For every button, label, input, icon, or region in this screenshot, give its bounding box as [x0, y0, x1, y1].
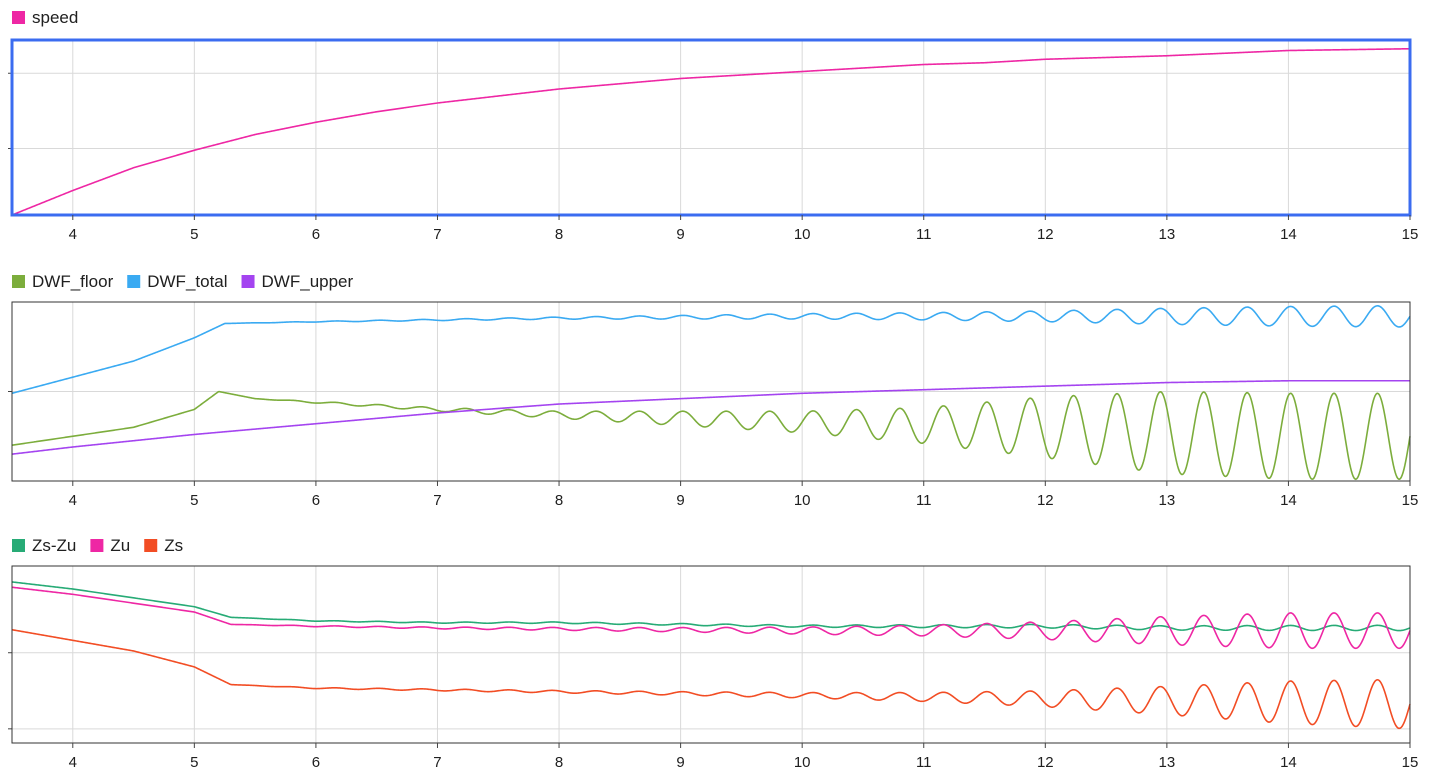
x-tick-label: 8	[555, 226, 563, 243]
x-tick-label: 8	[555, 754, 563, 771]
x-tick-label: 5	[190, 754, 198, 771]
x-tick-label: 10	[794, 754, 811, 771]
x-tick-label: 7	[433, 492, 441, 509]
plot-frame	[11, 301, 1411, 482]
x-tick-label: 10	[794, 226, 811, 243]
x-tick-label: 11	[916, 492, 932, 509]
legend-swatch	[127, 275, 141, 288]
x-tick-label: 8	[555, 492, 563, 509]
chart-panel-3: 4 5 6 7 8 9 10 11 12 13 14 15 Zs-Zu Zu Zs	[8, 536, 1418, 771]
series-line-dwf-floor	[11, 390, 1411, 481]
series-line-dwf-total	[11, 305, 1411, 395]
x-tick-label: 4	[69, 754, 77, 771]
x-tick-label: 13	[1159, 226, 1176, 243]
legend-entry: speed	[32, 8, 78, 27]
x-tick-label: 6	[312, 492, 320, 509]
x-tick-label: 10	[794, 492, 811, 509]
x-tick-label: 6	[312, 226, 320, 243]
x-tick-label: 4	[69, 492, 77, 509]
legend-swatch	[241, 275, 255, 288]
x-tick-label: 4	[69, 226, 77, 243]
series-line-zs	[11, 628, 1411, 730]
x-tick-label: 13	[1159, 754, 1176, 771]
x-tick-label: 5	[190, 492, 198, 509]
series-line-speed	[11, 47, 1411, 216]
x-tick-label: 7	[433, 754, 441, 771]
x-tick-label: 15	[1402, 492, 1419, 509]
series-line-zs-zu	[11, 581, 1411, 632]
x-tick-label: 9	[676, 226, 684, 243]
x-tick-label: 14	[1280, 226, 1297, 243]
legend-swatch	[12, 11, 25, 24]
legend-entry: Zs-Zu	[32, 536, 76, 555]
x-tick-label: 14	[1280, 754, 1297, 771]
x-tick-label: 12	[1037, 754, 1054, 771]
x-tick-label: 15	[1402, 754, 1419, 771]
x-tick-label: 11	[916, 754, 932, 771]
x-tick-label: 11	[916, 226, 932, 243]
x-tick-label: 12	[1037, 492, 1054, 509]
x-tick-label: 12	[1037, 226, 1054, 243]
legend-entry: Zu	[110, 536, 130, 555]
chart-panel-2: 4 5 6 7 8 9 10 11 12 13 14 15 DWF_floor DWF_total DWF_…	[8, 272, 1418, 509]
x-tick-label: 6	[312, 754, 320, 771]
chart-panel-1: 4 5 6 7 8 9 10 11 12 13 14 15 speed	[8, 8, 1418, 243]
x-tick-label: 7	[433, 226, 441, 243]
x-tick-label: 13	[1159, 492, 1176, 509]
legend-entry: DWF_total	[147, 272, 227, 291]
legend-swatch	[90, 539, 104, 552]
legend-entry: DWF_floor	[32, 272, 114, 291]
x-tick-label: 9	[676, 492, 684, 509]
x-tick-label: 14	[1280, 492, 1297, 509]
legend-swatch	[12, 275, 25, 288]
legend-entry: DWF_upper	[262, 272, 354, 291]
series-line-zu	[11, 586, 1411, 650]
x-tick-label: 5	[190, 226, 198, 243]
legend-entry: Zs	[164, 536, 183, 555]
x-tick-label: 15	[1402, 226, 1419, 243]
legend-swatch	[144, 539, 158, 552]
plot-frame	[11, 565, 1411, 744]
series-line-dwf-upper	[11, 379, 1410, 455]
legend-swatch	[12, 539, 25, 552]
plot-frame	[10, 38, 1412, 217]
x-tick-label: 9	[676, 754, 684, 771]
